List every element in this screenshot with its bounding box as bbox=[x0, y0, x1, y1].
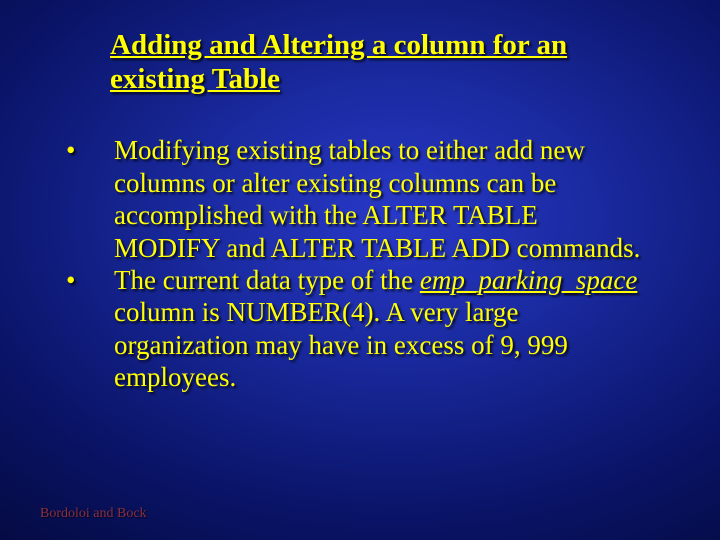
italic-term: emp_parking_space bbox=[420, 265, 637, 295]
bullet-marker: • bbox=[64, 134, 114, 166]
slide-title: Adding and Altering a column for an exis… bbox=[110, 28, 620, 96]
slide-footer: Bordoloi and Bock bbox=[40, 506, 147, 522]
slide: Adding and Altering a column for an exis… bbox=[0, 0, 720, 540]
bullet-marker: • bbox=[64, 264, 114, 296]
text-run: column is NUMBER(4). A very large organi… bbox=[114, 297, 568, 392]
text-run: The current data type of the bbox=[114, 265, 420, 295]
bullet-item: • Modifying existing tables to either ad… bbox=[64, 134, 650, 264]
bullet-text: Modifying existing tables to either add … bbox=[114, 134, 650, 264]
slide-body: • Modifying existing tables to either ad… bbox=[64, 134, 650, 393]
bullet-item: • The current data type of the emp_parki… bbox=[64, 264, 650, 394]
bullet-text: The current data type of the emp_parking… bbox=[114, 264, 650, 394]
